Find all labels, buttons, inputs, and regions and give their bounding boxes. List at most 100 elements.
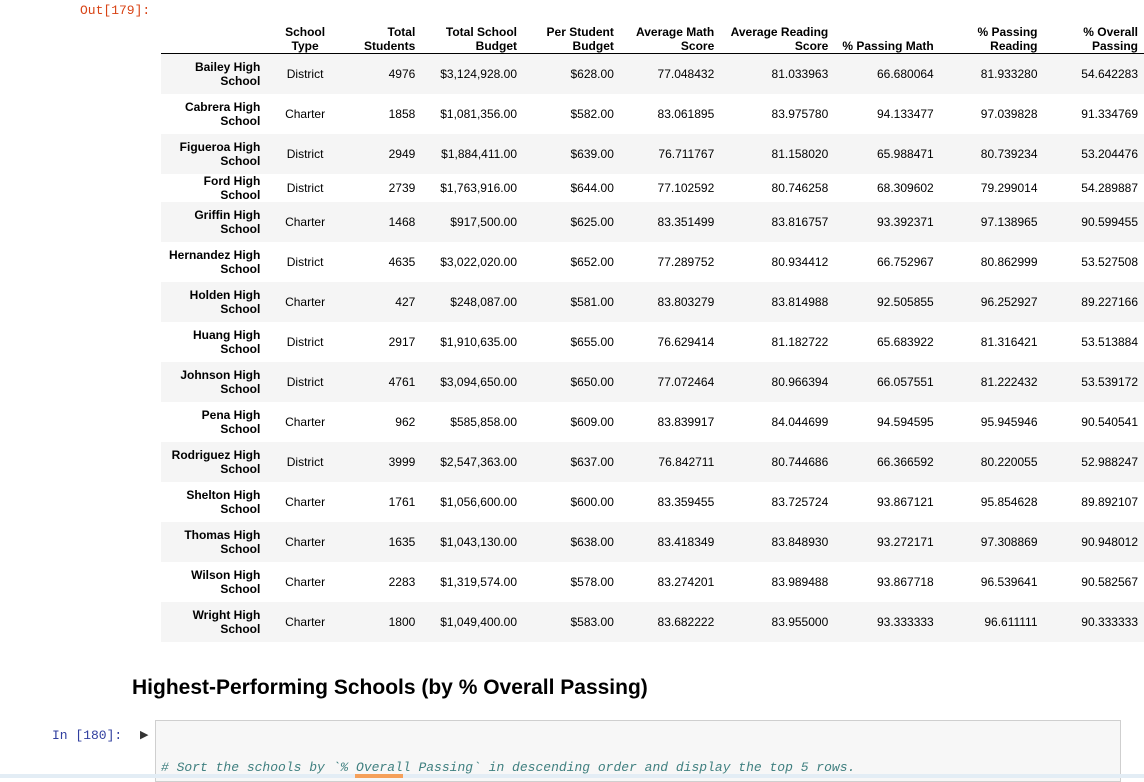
table-cell: 90.948012 <box>1081 534 1138 549</box>
row-index-label: Wright High School <box>192 607 261 636</box>
table-cell: 93.867121 <box>877 494 934 509</box>
table-cell: 90.540541 <box>1081 414 1138 429</box>
header-row: School Type Total Students Total School Bu… <box>161 16 1144 54</box>
table-cell: 1858 <box>388 106 416 121</box>
horizontal-scrollbar[interactable] <box>0 774 1144 778</box>
table-cell: $609.00 <box>570 414 614 429</box>
table-row: Rodriguez High School District 3999 $2,547,… <box>161 441 1144 482</box>
table-row: Johnson High School District 4761 $3,094,65… <box>161 361 1144 402</box>
table-cell: 89.892107 <box>1081 494 1138 509</box>
table-cell: $2,547,363.00 <box>440 454 517 469</box>
table-cell: District <box>286 180 324 195</box>
section-heading: Highest-Performing Schools (by % Overall… <box>132 676 648 699</box>
table-cell: 81.182722 <box>771 334 829 349</box>
table-cell: 54.642283 <box>1081 66 1138 81</box>
table-cell: $1,884,411.00 <box>441 146 517 161</box>
table-cell: 83.725724 <box>771 494 829 509</box>
table-cell: 95.945946 <box>980 414 1038 429</box>
table-row: Huang High School District 2917 $1,910,635.… <box>161 322 1144 362</box>
scrollbar-thumb[interactable] <box>355 774 403 778</box>
table-cell: 83.359455 <box>657 494 715 509</box>
table-cell: 83.975780 <box>771 106 829 121</box>
column-header: Total Students <box>343 16 422 54</box>
table-cell: 96.611111 <box>984 614 1038 629</box>
table-cell: $583.00 <box>570 614 614 629</box>
row-index-label: Rodriguez High School <box>171 447 261 476</box>
table-cell: 2949 <box>388 146 416 161</box>
table-cell: 2283 <box>388 574 416 589</box>
table-cell: 83.682222 <box>657 614 715 629</box>
column-header: % Passing Math <box>834 16 940 54</box>
table-cell: 81.316421 <box>980 334 1038 349</box>
table-cell: $1,763,916.00 <box>440 180 517 195</box>
row-index-label: Griffin High School <box>194 207 261 236</box>
table-cell: $248,087.00 <box>450 294 517 309</box>
table-cell: District <box>286 146 324 161</box>
table-cell: 76.842711 <box>658 454 715 469</box>
table-cell: $1,043,130.00 <box>440 534 517 549</box>
table-cell: $644.00 <box>570 180 614 195</box>
table-row: Cabrera High School Charter 1858 $1,081,356… <box>161 94 1144 134</box>
row-index-label: Bailey High School <box>194 59 261 88</box>
table-cell: 83.803279 <box>657 294 715 309</box>
table-cell: 1761 <box>388 494 416 509</box>
table-cell: 79.299014 <box>980 180 1038 195</box>
column-header: Average Math Score <box>619 16 721 54</box>
column-header: % Passing Reading <box>939 16 1044 54</box>
table-cell: $639.00 <box>570 146 614 161</box>
table-cell: 93.272171 <box>877 534 934 549</box>
table-cell: 83.816757 <box>771 214 829 229</box>
table-cell: District <box>286 66 324 81</box>
table-cell: 83.274201 <box>657 574 715 589</box>
table-cell: 83.061895 <box>657 106 715 121</box>
table-cell: 80.739234 <box>980 146 1038 161</box>
row-index-label: Hernandez High School <box>168 247 261 276</box>
table-cell: 52.988247 <box>1081 454 1138 469</box>
table-cell: $3,022,020.00 <box>440 254 517 269</box>
table-row: Wright High School Charter 1800 $1,049,400.… <box>161 601 1144 642</box>
row-index-label: Johnson High School <box>180 367 261 396</box>
table-row: Thomas High School Charter 1635 $1,043,130.… <box>161 521 1144 562</box>
index-header <box>161 16 267 54</box>
table-row: Wilson High School Charter 2283 $1,319,574.… <box>161 562 1144 602</box>
table-cell: 4635 <box>388 254 416 269</box>
table-cell: 427 <box>395 294 416 309</box>
table-cell: 90.582567 <box>1081 574 1138 589</box>
table-cell: 80.862999 <box>980 254 1038 269</box>
table-cell: 93.867718 <box>877 574 934 589</box>
table-cell: 4761 <box>388 374 416 389</box>
table-cell: 80.966394 <box>771 374 829 389</box>
table-cell: 76.711767 <box>658 146 715 161</box>
row-index-label: Pena High School <box>201 407 261 436</box>
table-cell: $655.00 <box>570 334 614 349</box>
table-cell: 65.988471 <box>877 146 934 161</box>
table-cell: 81.158020 <box>771 146 829 161</box>
table-cell: Charter <box>285 534 326 549</box>
table-cell: $582.00 <box>570 106 614 121</box>
table-cell: 83.839917 <box>657 414 715 429</box>
code-cell-editor[interactable]: # Sort the schools by `% Overall Passing… <box>155 720 1121 782</box>
table-cell: 97.039828 <box>980 106 1038 121</box>
column-header: % Overall Passing <box>1043 16 1144 54</box>
column-header: Per Student Budget <box>523 16 620 54</box>
table-cell: 66.057551 <box>877 374 934 389</box>
column-header: Average Reading Score <box>720 16 835 54</box>
table-cell: 84.044699 <box>771 414 829 429</box>
run-cell-icon[interactable]: ▶​ <box>140 729 149 741</box>
table-cell: Charter <box>285 494 326 509</box>
table-cell: $637.00 <box>570 454 614 469</box>
table-cell: $1,910,635.00 <box>440 334 517 349</box>
row-index-label: Shelton High School <box>186 487 261 516</box>
table-row: Ford High School District 2739 $1,763,916.0… <box>161 174 1144 202</box>
table-cell: 80.744686 <box>771 454 829 469</box>
table-cell: District <box>286 374 324 389</box>
table-cell: 96.252927 <box>980 294 1038 309</box>
table-cell: $581.00 <box>570 294 614 309</box>
row-index-label: Ford High School <box>203 173 261 202</box>
table-cell: 94.594595 <box>877 414 934 429</box>
table-cell: Charter <box>285 574 326 589</box>
table-cell: 77.048432 <box>657 66 715 81</box>
table-cell: $3,124,928.00 <box>440 66 517 81</box>
table-cell: 53.539172 <box>1081 374 1138 389</box>
table-cell: $652.00 <box>570 254 614 269</box>
